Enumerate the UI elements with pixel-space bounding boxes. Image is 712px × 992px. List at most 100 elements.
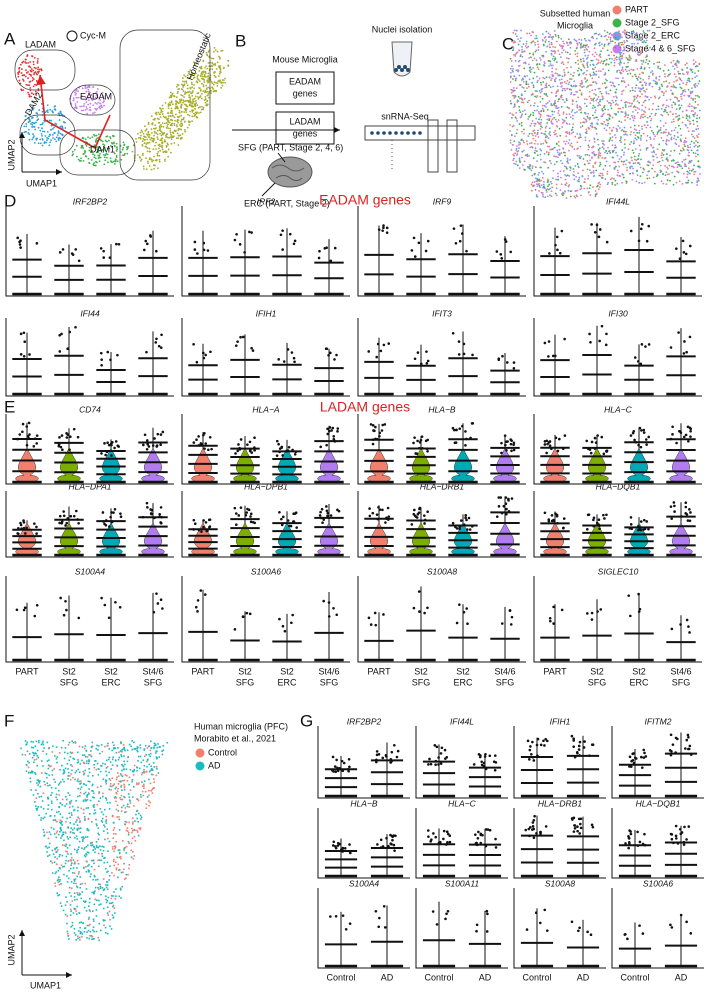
dot — [203, 447, 206, 450]
dot — [690, 149, 693, 152]
dot — [613, 61, 616, 64]
dot — [640, 65, 643, 68]
dot — [218, 57, 221, 59]
dot — [23, 125, 26, 128]
dot — [66, 922, 68, 925]
dot — [218, 75, 220, 77]
dot — [514, 95, 517, 98]
dot — [85, 106, 88, 108]
dot — [119, 750, 122, 752]
dot — [673, 504, 676, 508]
dot — [293, 452, 297, 456]
dot — [112, 511, 115, 514]
dot — [219, 68, 222, 70]
dot — [695, 134, 698, 137]
dot — [509, 623, 513, 626]
dot — [421, 447, 424, 450]
label: LADAM — [25, 39, 56, 49]
dot — [149, 769, 152, 772]
dot — [528, 99, 530, 102]
dot — [148, 763, 151, 766]
dot — [525, 83, 528, 86]
dot — [159, 346, 163, 349]
dot — [62, 613, 66, 617]
dot — [149, 138, 152, 141]
dot — [171, 115, 174, 118]
dot — [94, 140, 97, 143]
dot — [577, 96, 579, 99]
dot — [656, 81, 658, 84]
dot — [245, 611, 249, 615]
dot — [515, 52, 518, 54]
dot — [157, 121, 160, 124]
dot — [649, 138, 652, 140]
dot — [642, 30, 645, 32]
dot — [187, 91, 190, 94]
dot — [113, 152, 116, 155]
dot — [633, 96, 635, 98]
dot — [598, 228, 602, 231]
dot — [206, 75, 209, 78]
dot — [619, 41, 621, 44]
dot — [638, 152, 641, 155]
dot — [189, 75, 192, 78]
dot — [671, 106, 674, 109]
dot — [513, 29, 516, 32]
dot — [219, 70, 222, 73]
dot — [604, 72, 607, 74]
dot — [323, 247, 327, 250]
dot — [95, 747, 98, 750]
dot — [599, 90, 602, 93]
dot — [197, 78, 200, 81]
dot — [588, 187, 591, 190]
dot — [509, 67, 512, 70]
dot — [202, 108, 205, 111]
dot — [178, 87, 180, 90]
dot — [159, 130, 162, 133]
dot — [119, 855, 122, 858]
dot — [632, 111, 634, 113]
dot — [621, 149, 624, 151]
dot — [540, 132, 543, 135]
dot — [562, 87, 565, 90]
label: EADAM genes — [319, 192, 411, 208]
dot — [697, 133, 700, 136]
dot — [216, 61, 219, 64]
dot — [137, 132, 139, 135]
dot — [684, 90, 687, 93]
dot — [57, 139, 60, 142]
dot — [514, 77, 517, 80]
dot — [84, 96, 87, 99]
dot — [518, 123, 521, 125]
dot — [639, 520, 643, 523]
dot — [65, 850, 67, 853]
dot — [106, 350, 110, 354]
dot — [668, 82, 671, 84]
dot — [593, 154, 596, 157]
dot — [19, 246, 22, 249]
dot — [155, 148, 157, 150]
dot — [678, 163, 681, 166]
dot — [678, 77, 681, 79]
dot — [602, 97, 605, 100]
dot — [205, 104, 207, 107]
dot — [511, 94, 514, 97]
dot — [689, 427, 693, 431]
dot — [586, 153, 589, 156]
dot — [608, 101, 610, 104]
dot — [656, 131, 659, 134]
dot — [625, 182, 628, 185]
label: St2 — [590, 666, 604, 676]
dot — [99, 351, 103, 355]
dot — [624, 106, 627, 108]
dot — [648, 170, 651, 172]
dot — [180, 122, 182, 125]
dot — [641, 128, 644, 130]
dot — [206, 79, 209, 82]
dot — [173, 142, 176, 144]
dot — [636, 107, 639, 109]
dot — [459, 224, 463, 227]
label: St2 — [414, 666, 428, 676]
dot — [102, 101, 104, 104]
dot — [233, 628, 237, 631]
